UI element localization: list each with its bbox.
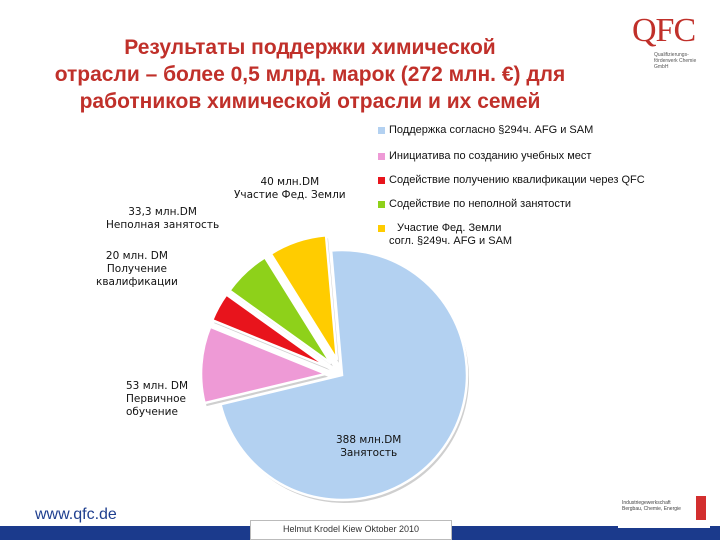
legend-label-line: согл. §249ч. AFG и SAM: [389, 235, 513, 247]
partner-logo-mark: [696, 496, 706, 520]
partner-logo-text: Industriegewerkschaft Bergbau, Chemie, E…: [622, 500, 681, 512]
data-label-value: 53 млн. DM: [126, 380, 189, 392]
label-zanyatost: 388 млн.DM Занятость: [336, 434, 401, 460]
legend-item-zanyatost: Поддержка согласно §294ч. AFG и SAM: [378, 124, 593, 137]
legend-item-obuchenie: Инициатива по созданию учебных мест: [378, 150, 591, 163]
data-label-value: 33,3 млн.DM: [128, 206, 197, 218]
slice-nepolnaya: [227, 255, 333, 365]
legend-swatch-pink: [378, 153, 385, 160]
data-label-name: Первичное: [126, 393, 186, 405]
legend-swatch-yellow: [378, 225, 385, 232]
slice-zanyatost: [218, 248, 469, 502]
legend-label: Содействие по неполной занятости: [389, 198, 572, 210]
label-kval: 20 млн. DM Получение квалификации: [96, 250, 178, 289]
qfc-logo-text: QFC: [632, 12, 696, 49]
label-zemli: 40 млн.DM Участие Фед. Земли: [234, 176, 346, 202]
legend-label: Содействие получению квалификации через …: [389, 174, 645, 186]
slice-kvalifikaciya: [210, 292, 329, 369]
pie-slices: [199, 233, 469, 503]
legend-label-line: Участие Фед. Земли: [397, 222, 502, 234]
data-label-value: 40 млн.DM: [260, 176, 320, 188]
data-label-name: квалификации: [96, 276, 178, 288]
data-label-name: Неполная занятость: [106, 219, 220, 231]
legend-label-zemli: Участие Фед. Земли согл. §249ч. AFG и SA…: [389, 222, 512, 248]
legend-swatch-red: [378, 177, 385, 184]
title-line-1: Результаты поддержки химической: [124, 36, 496, 59]
data-label-name: Участие Фед. Земли: [234, 189, 346, 201]
label-obuchenie: 53 млн. DM Первичное обучение: [126, 380, 188, 419]
data-label-name: Занятость: [340, 447, 398, 459]
slide-title: Результаты поддержки химической отрасли …: [40, 34, 580, 115]
footer-website[interactable]: www.qfc.de: [28, 504, 138, 526]
slice-obuchenie: [199, 325, 331, 405]
data-label-value: 20 млн. DM: [105, 250, 168, 262]
partner-logo: Industriegewerkschaft Bergbau, Chemie, E…: [618, 488, 710, 528]
data-label-value: 388 млн.DM: [336, 434, 402, 446]
qfc-logo: QFC Qualifizierungs-förderwerk Chemie Gm…: [628, 12, 700, 72]
title-line-3: работников химической отрасли и их семей: [79, 90, 541, 113]
website-link[interactable]: www.qfc.de: [35, 506, 117, 523]
legend-item-nepoln: Содействие по неполной занятости: [378, 198, 571, 211]
legend-swatch-blue: [378, 127, 385, 134]
data-label-name: Получение: [106, 263, 167, 275]
legend-label: Инициатива по созданию учебных мест: [389, 150, 592, 162]
legend-item-kval: Содействие получению квалификации через …: [378, 174, 645, 187]
qfc-logo-subtext: Qualifizierungs-förderwerk Chemie GmbH: [654, 52, 697, 70]
legend-item-zemli: Участие Фед. Земли согл. §249ч. AFG и SA…: [378, 222, 512, 248]
label-nepoln: 33,3 млн.DM Неполная занятость: [106, 206, 219, 232]
data-label-name: обучение: [126, 406, 178, 418]
slice-zemli: [269, 233, 339, 361]
legend-swatch-green: [378, 201, 385, 208]
footer-caption: Helmut Krodel Kiew Oktober 2010: [250, 520, 452, 540]
title-line-2: отрасли – более 0,5 млрд. марок (272 млн…: [54, 63, 566, 86]
legend-label: Поддержка согласно §294ч. AFG и SAM: [389, 124, 594, 136]
